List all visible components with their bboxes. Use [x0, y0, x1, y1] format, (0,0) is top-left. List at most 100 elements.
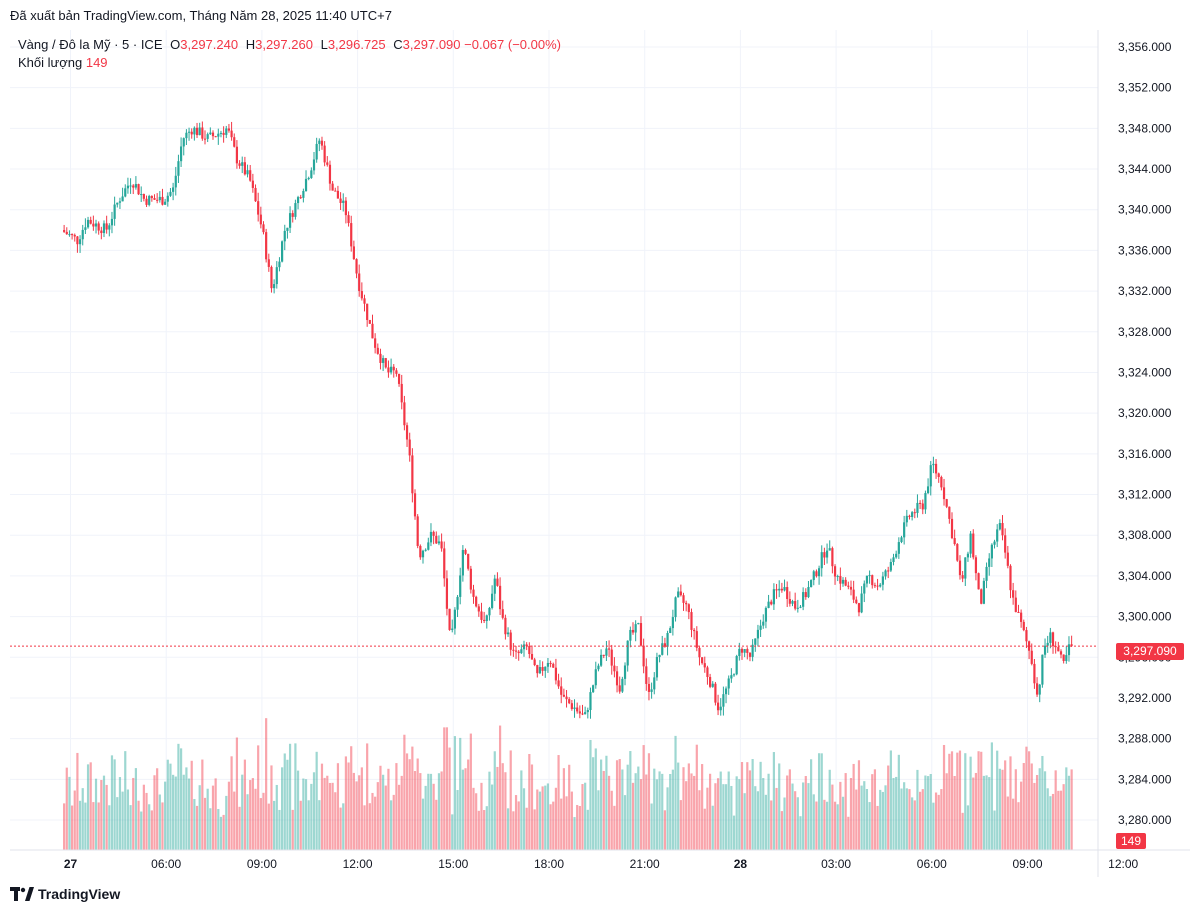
candle-body [903, 522, 906, 538]
candle-body [124, 188, 127, 197]
volume-bar [557, 755, 560, 850]
volume-bar [334, 792, 337, 850]
volume-bar [262, 792, 265, 850]
candle-body [339, 198, 342, 203]
volume-bar [217, 809, 220, 850]
candle-body [249, 170, 252, 181]
candle-body [421, 550, 425, 558]
candle-body [506, 632, 510, 635]
candle-body [145, 198, 148, 205]
candle-body [932, 463, 935, 466]
candle-body [294, 203, 297, 217]
volume-bar [1038, 768, 1041, 850]
volume-bar [456, 790, 459, 850]
volume-bar [522, 788, 526, 850]
candle-body [926, 486, 930, 494]
volume-bar [884, 785, 887, 850]
price-axis[interactable]: 3,356.000 3,352.000 3,348.000 3,344.000 3,34… [1118, 40, 1172, 827]
candle-body [1051, 632, 1055, 647]
candle-body [953, 538, 956, 545]
candle-body [669, 628, 672, 634]
candle-body [1006, 552, 1009, 566]
volume-bar [956, 752, 959, 850]
candle-body [320, 140, 324, 146]
candle-body [360, 291, 363, 299]
volume-bar [254, 788, 257, 850]
volume-bar [1049, 796, 1052, 850]
volume-bar [852, 763, 855, 850]
candle-body [257, 201, 260, 215]
volume-bar [65, 767, 68, 850]
candle-body [719, 706, 722, 711]
candle-body [265, 232, 268, 260]
candle-body [384, 358, 387, 368]
symbol-label[interactable]: Vàng / Đô la Mỹ · 5 · ICE [18, 37, 163, 52]
candle-body [318, 140, 321, 144]
candle-body [810, 580, 813, 588]
candle-body [576, 707, 579, 712]
time-tick-label: 12:00 [1108, 857, 1138, 871]
time-tick-label: 06:00 [151, 857, 181, 871]
candle-body [807, 587, 810, 598]
price-tick-label: 3,348.000 [1118, 121, 1172, 135]
volume-bar [711, 805, 714, 850]
candle-body [259, 214, 262, 225]
volume-bar [658, 771, 661, 850]
volume-bar [573, 817, 576, 850]
time-tick-label: 12:00 [343, 857, 373, 871]
time-tick-label: 27 [64, 857, 78, 871]
candle-body [565, 696, 568, 700]
volume-bar [150, 810, 153, 850]
time-axis[interactable]: 27 06:00 09:00 12:00 15:00 18:00 21:00 28 03:00 0… [64, 857, 1139, 871]
volume-bar [626, 764, 629, 850]
candle-body [754, 638, 757, 645]
candle-body [573, 707, 576, 709]
volume-bar [607, 775, 611, 850]
volume-bar [576, 804, 579, 850]
volume-bar [1009, 756, 1012, 850]
volume-bar [243, 759, 246, 850]
volume-bar [307, 800, 310, 850]
candle-body [626, 640, 629, 666]
volume-bar [1022, 763, 1025, 850]
volume-bar [810, 759, 813, 850]
volume-bar [395, 763, 398, 850]
candle-body [1009, 565, 1012, 591]
candle-body [887, 570, 890, 572]
volume-bar [764, 794, 768, 850]
volume-bar [751, 759, 754, 850]
candle-body [376, 347, 379, 354]
candle-body [445, 578, 449, 609]
volume-bar [1025, 746, 1028, 850]
volume-bar [512, 811, 515, 850]
volume-bar [273, 800, 276, 850]
volume-bar [703, 808, 706, 850]
candle-body [589, 692, 592, 710]
price-tick-label: 3,356.000 [1118, 40, 1172, 54]
price-tick-label: 3,280.000 [1118, 813, 1172, 827]
candle-body [570, 703, 573, 709]
candle-body [241, 162, 244, 166]
candle-body [538, 667, 542, 674]
candle-body [81, 229, 84, 240]
volume-bar [719, 771, 722, 850]
candle-body [552, 663, 555, 668]
candle-body [273, 284, 276, 289]
volume-bar [267, 803, 270, 850]
volume-bar [132, 777, 135, 850]
candle-body [735, 656, 738, 675]
volume-bar [879, 789, 882, 850]
volume-label[interactable]: Khối lượng [18, 55, 83, 70]
candle-body [685, 602, 688, 605]
tradingview-logo[interactable]: TradingView [10, 886, 120, 902]
candle-body [1020, 612, 1023, 622]
chart-legend: Vàng / Đô la Mỹ · 5 · ICE O3,297.240 H3,… [18, 36, 561, 72]
volume-bar [807, 783, 810, 850]
open-value: 3,297.240 [180, 37, 239, 52]
candle-body [464, 549, 467, 554]
volume-bar [509, 750, 512, 850]
volume-bar [634, 773, 637, 850]
candle-body [621, 678, 624, 692]
volume-bar [706, 787, 709, 850]
